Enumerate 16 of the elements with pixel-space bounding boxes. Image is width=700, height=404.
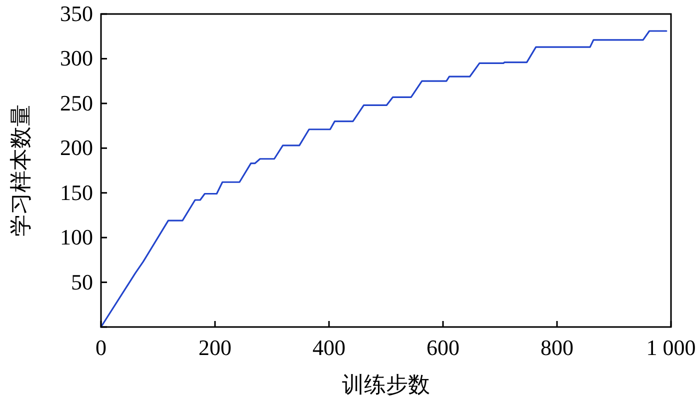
y-axis-title: 学习样本数量 xyxy=(8,104,33,236)
y-tick-label: 350 xyxy=(60,1,93,26)
x-tick-label: 600 xyxy=(426,335,460,360)
y-tick-label: 250 xyxy=(60,90,93,116)
y-tick-label: 200 xyxy=(60,135,93,160)
y-tick-label: 300 xyxy=(60,46,93,71)
x-tick-label: 800 xyxy=(540,335,574,360)
x-axis-title: 训练步数 xyxy=(342,372,430,397)
x-tick-label: 1 000 xyxy=(646,335,696,360)
y-tick-label: 100 xyxy=(60,224,93,250)
x-tick-label: 400 xyxy=(312,335,346,360)
y-tick-label: 50 xyxy=(71,269,93,294)
x-tick-label: 0 xyxy=(96,335,106,360)
y-tick-label: 150 xyxy=(60,180,93,205)
x-tick-label: 200 xyxy=(198,335,232,360)
line-series xyxy=(100,30,668,328)
